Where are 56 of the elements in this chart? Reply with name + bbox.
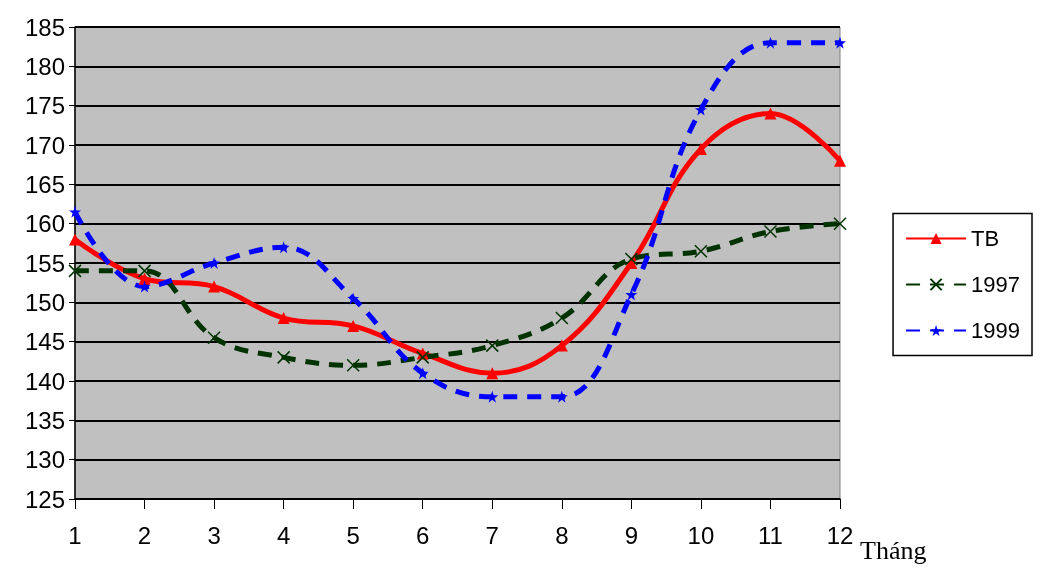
x-tick-label: 4 [276,521,291,549]
y-tick-label: 175 [24,92,65,120]
point [276,350,291,365]
y-tick-label: 150 [24,288,65,316]
point [347,319,360,332]
point [555,311,569,325]
x-tick-label: 11 [757,521,783,549]
x-tick-label: 5 [346,521,360,549]
point [763,224,778,239]
point [138,272,151,285]
point [694,103,707,116]
x-tick-label: 1 [68,521,82,549]
y-tick-label: 130 [24,446,65,474]
x-tick-label: 2 [137,521,152,549]
y-tick-label: 140 [24,367,65,395]
point [624,252,639,266]
point [834,36,846,49]
point [68,264,82,278]
point [69,205,81,218]
y-tick-label: 165 [24,170,65,198]
point [208,257,221,269]
x-tick-label: 8 [555,521,569,549]
point [69,233,81,246]
point [625,288,638,301]
point [208,280,221,293]
x-tick-label: 3 [207,521,221,549]
x-axis-title: Tháng [860,535,927,565]
y-tick-label: 160 [24,210,65,238]
x-tick-label: 9 [624,521,639,549]
y-tick-label: 145 [24,328,65,356]
x-tick-label: 7 [485,521,499,549]
point [833,216,847,231]
point [764,107,777,120]
y-tick-label: 170 [24,131,65,159]
x-tick-label: 6 [416,521,430,549]
point [137,264,152,278]
y-tick-label: 125 [24,485,65,513]
x-tick-label: 12 [826,521,854,549]
point [416,367,429,380]
point [694,244,708,258]
y-tick-label: 185 [24,13,65,41]
y-tick-label: 135 [24,406,65,434]
legend-label: 1999 [971,318,1021,343]
point [347,292,360,305]
point [486,367,499,380]
point [277,312,290,325]
point [834,154,846,167]
y-tick-label: 155 [24,249,65,277]
point [485,338,500,353]
point [346,358,360,373]
x-tick-label: 10 [687,521,715,549]
legend-label: TB [971,226,1000,251]
point [415,350,430,365]
point [207,330,221,345]
legend-label: 1997 [971,272,1021,297]
y-tick-label: 180 [24,52,65,80]
